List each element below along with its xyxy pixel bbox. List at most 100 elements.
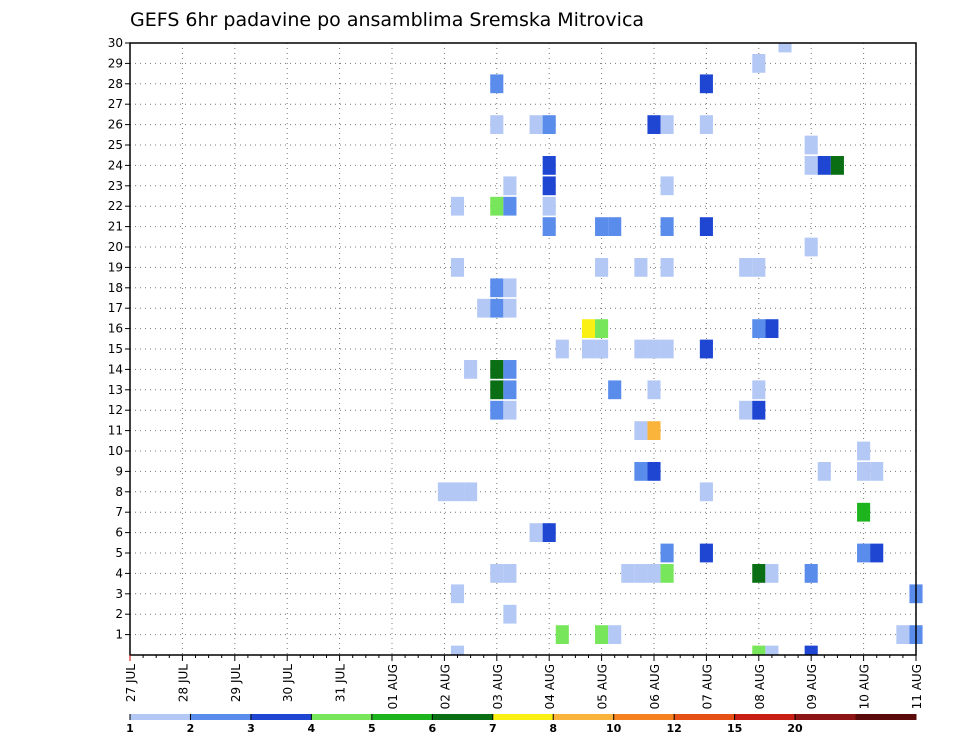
y-tick-label: 19 bbox=[108, 260, 123, 274]
data-cell bbox=[804, 564, 818, 583]
y-tick-label: 20 bbox=[108, 240, 123, 254]
y-tick-label: 27 bbox=[108, 97, 123, 111]
colorbar-segment bbox=[492, 714, 554, 720]
data-cell bbox=[634, 421, 648, 440]
colorbar-segment bbox=[613, 714, 675, 720]
colorbar-label: 6 bbox=[428, 722, 436, 735]
colorbar-segment bbox=[190, 714, 252, 720]
data-cell bbox=[595, 625, 609, 644]
y-tick-label: 16 bbox=[108, 322, 123, 336]
data-cell bbox=[752, 400, 766, 420]
data-cell bbox=[529, 523, 543, 542]
y-tick-label: 14 bbox=[108, 362, 123, 376]
data-cell bbox=[660, 339, 674, 359]
data-cell bbox=[660, 217, 674, 236]
data-cell bbox=[503, 564, 517, 583]
data-cell bbox=[752, 258, 766, 277]
data-cell bbox=[595, 339, 609, 359]
data-cell bbox=[621, 564, 635, 583]
data-cell bbox=[542, 523, 556, 542]
colorbar-segment bbox=[250, 714, 312, 720]
data-cell bbox=[490, 115, 504, 134]
data-cell bbox=[634, 462, 648, 481]
data-cell bbox=[752, 645, 766, 655]
data-cell bbox=[581, 339, 596, 359]
data-cell bbox=[857, 543, 871, 563]
data-cell bbox=[804, 645, 818, 655]
data-cell bbox=[647, 339, 661, 359]
y-tick-label: 29 bbox=[108, 56, 123, 70]
y-tick-label: 8 bbox=[115, 485, 123, 499]
data-cell bbox=[595, 319, 609, 338]
data-cell bbox=[857, 502, 871, 522]
chart-title: GEFS 6hr padavine po ansamblima Sremska … bbox=[130, 9, 644, 31]
x-tick-label: 06 AUG bbox=[648, 664, 662, 709]
data-cell bbox=[752, 564, 766, 583]
data-cell bbox=[490, 74, 504, 94]
y-tick-label: 9 bbox=[115, 464, 123, 478]
y-tick-label: 13 bbox=[108, 383, 123, 397]
y-tick-label: 23 bbox=[108, 179, 123, 193]
y-tick-label: 3 bbox=[115, 587, 123, 601]
x-tick-label: 31 JUL bbox=[334, 664, 348, 702]
data-cell bbox=[490, 400, 504, 420]
x-axis-ticks: 27 JUL 28 JUL 29 JUL 30 JUL 31 JUL 01 AUG 02 A… bbox=[124, 655, 924, 709]
data-cell bbox=[896, 625, 910, 644]
data-cell bbox=[490, 298, 504, 318]
colorbar-label: 10 bbox=[606, 722, 622, 735]
y-tick-label: 25 bbox=[108, 138, 123, 152]
y-tick-label: 28 bbox=[108, 77, 123, 91]
data-cell bbox=[870, 462, 884, 481]
data-cell bbox=[595, 258, 609, 277]
y-tick-label: 7 bbox=[115, 505, 123, 519]
colorbar-label: 15 bbox=[727, 722, 742, 735]
x-tick-label: 07 AUG bbox=[700, 664, 714, 709]
data-cell bbox=[503, 298, 517, 318]
data-cell bbox=[804, 156, 818, 175]
data-cell bbox=[464, 482, 478, 502]
data-cell bbox=[608, 217, 622, 236]
colorbar-label: 8 bbox=[549, 722, 557, 735]
colorbar-segment bbox=[130, 714, 191, 720]
data-cell bbox=[555, 625, 569, 644]
x-tick-label: 09 AUG bbox=[805, 664, 819, 709]
x-tick-label: 30 JUL bbox=[281, 664, 295, 702]
y-tick-label: 5 bbox=[115, 546, 123, 560]
data-cell bbox=[437, 482, 451, 502]
data-cell bbox=[490, 278, 504, 298]
y-tick-label: 15 bbox=[108, 342, 123, 356]
colorbar-segment bbox=[795, 714, 857, 720]
data-cell bbox=[555, 339, 569, 359]
y-tick-label: 4 bbox=[115, 566, 123, 580]
y-tick-label: 17 bbox=[108, 301, 123, 315]
data-cell bbox=[608, 380, 622, 400]
data-cell bbox=[699, 339, 713, 359]
x-tick-label: 11 AUG bbox=[910, 664, 924, 709]
data-cell bbox=[450, 584, 465, 604]
data-cell bbox=[490, 196, 504, 216]
data-cell bbox=[647, 115, 661, 134]
data-cell bbox=[699, 74, 713, 94]
data-cell bbox=[739, 400, 753, 420]
data-cell bbox=[647, 462, 661, 481]
data-cell bbox=[477, 298, 491, 318]
data-cell bbox=[490, 564, 504, 583]
data-cell bbox=[595, 217, 609, 236]
data-cell bbox=[464, 360, 478, 379]
data-cell bbox=[490, 360, 504, 379]
colorbar-segment bbox=[734, 714, 796, 720]
colorbar-segment bbox=[674, 714, 736, 720]
data-cell bbox=[503, 278, 517, 298]
data-cell bbox=[699, 543, 713, 563]
data-cell bbox=[634, 564, 648, 583]
grid-lines bbox=[130, 43, 916, 655]
y-tick-label: 30 bbox=[108, 36, 123, 50]
data-cell bbox=[660, 115, 674, 134]
x-tick-label: 10 AUG bbox=[858, 664, 872, 709]
data-cell bbox=[608, 625, 622, 644]
data-cell bbox=[503, 360, 517, 379]
data-cell bbox=[699, 115, 713, 134]
data-cell bbox=[503, 176, 517, 196]
colorbar-segment bbox=[311, 714, 373, 720]
data-cell bbox=[450, 258, 465, 277]
